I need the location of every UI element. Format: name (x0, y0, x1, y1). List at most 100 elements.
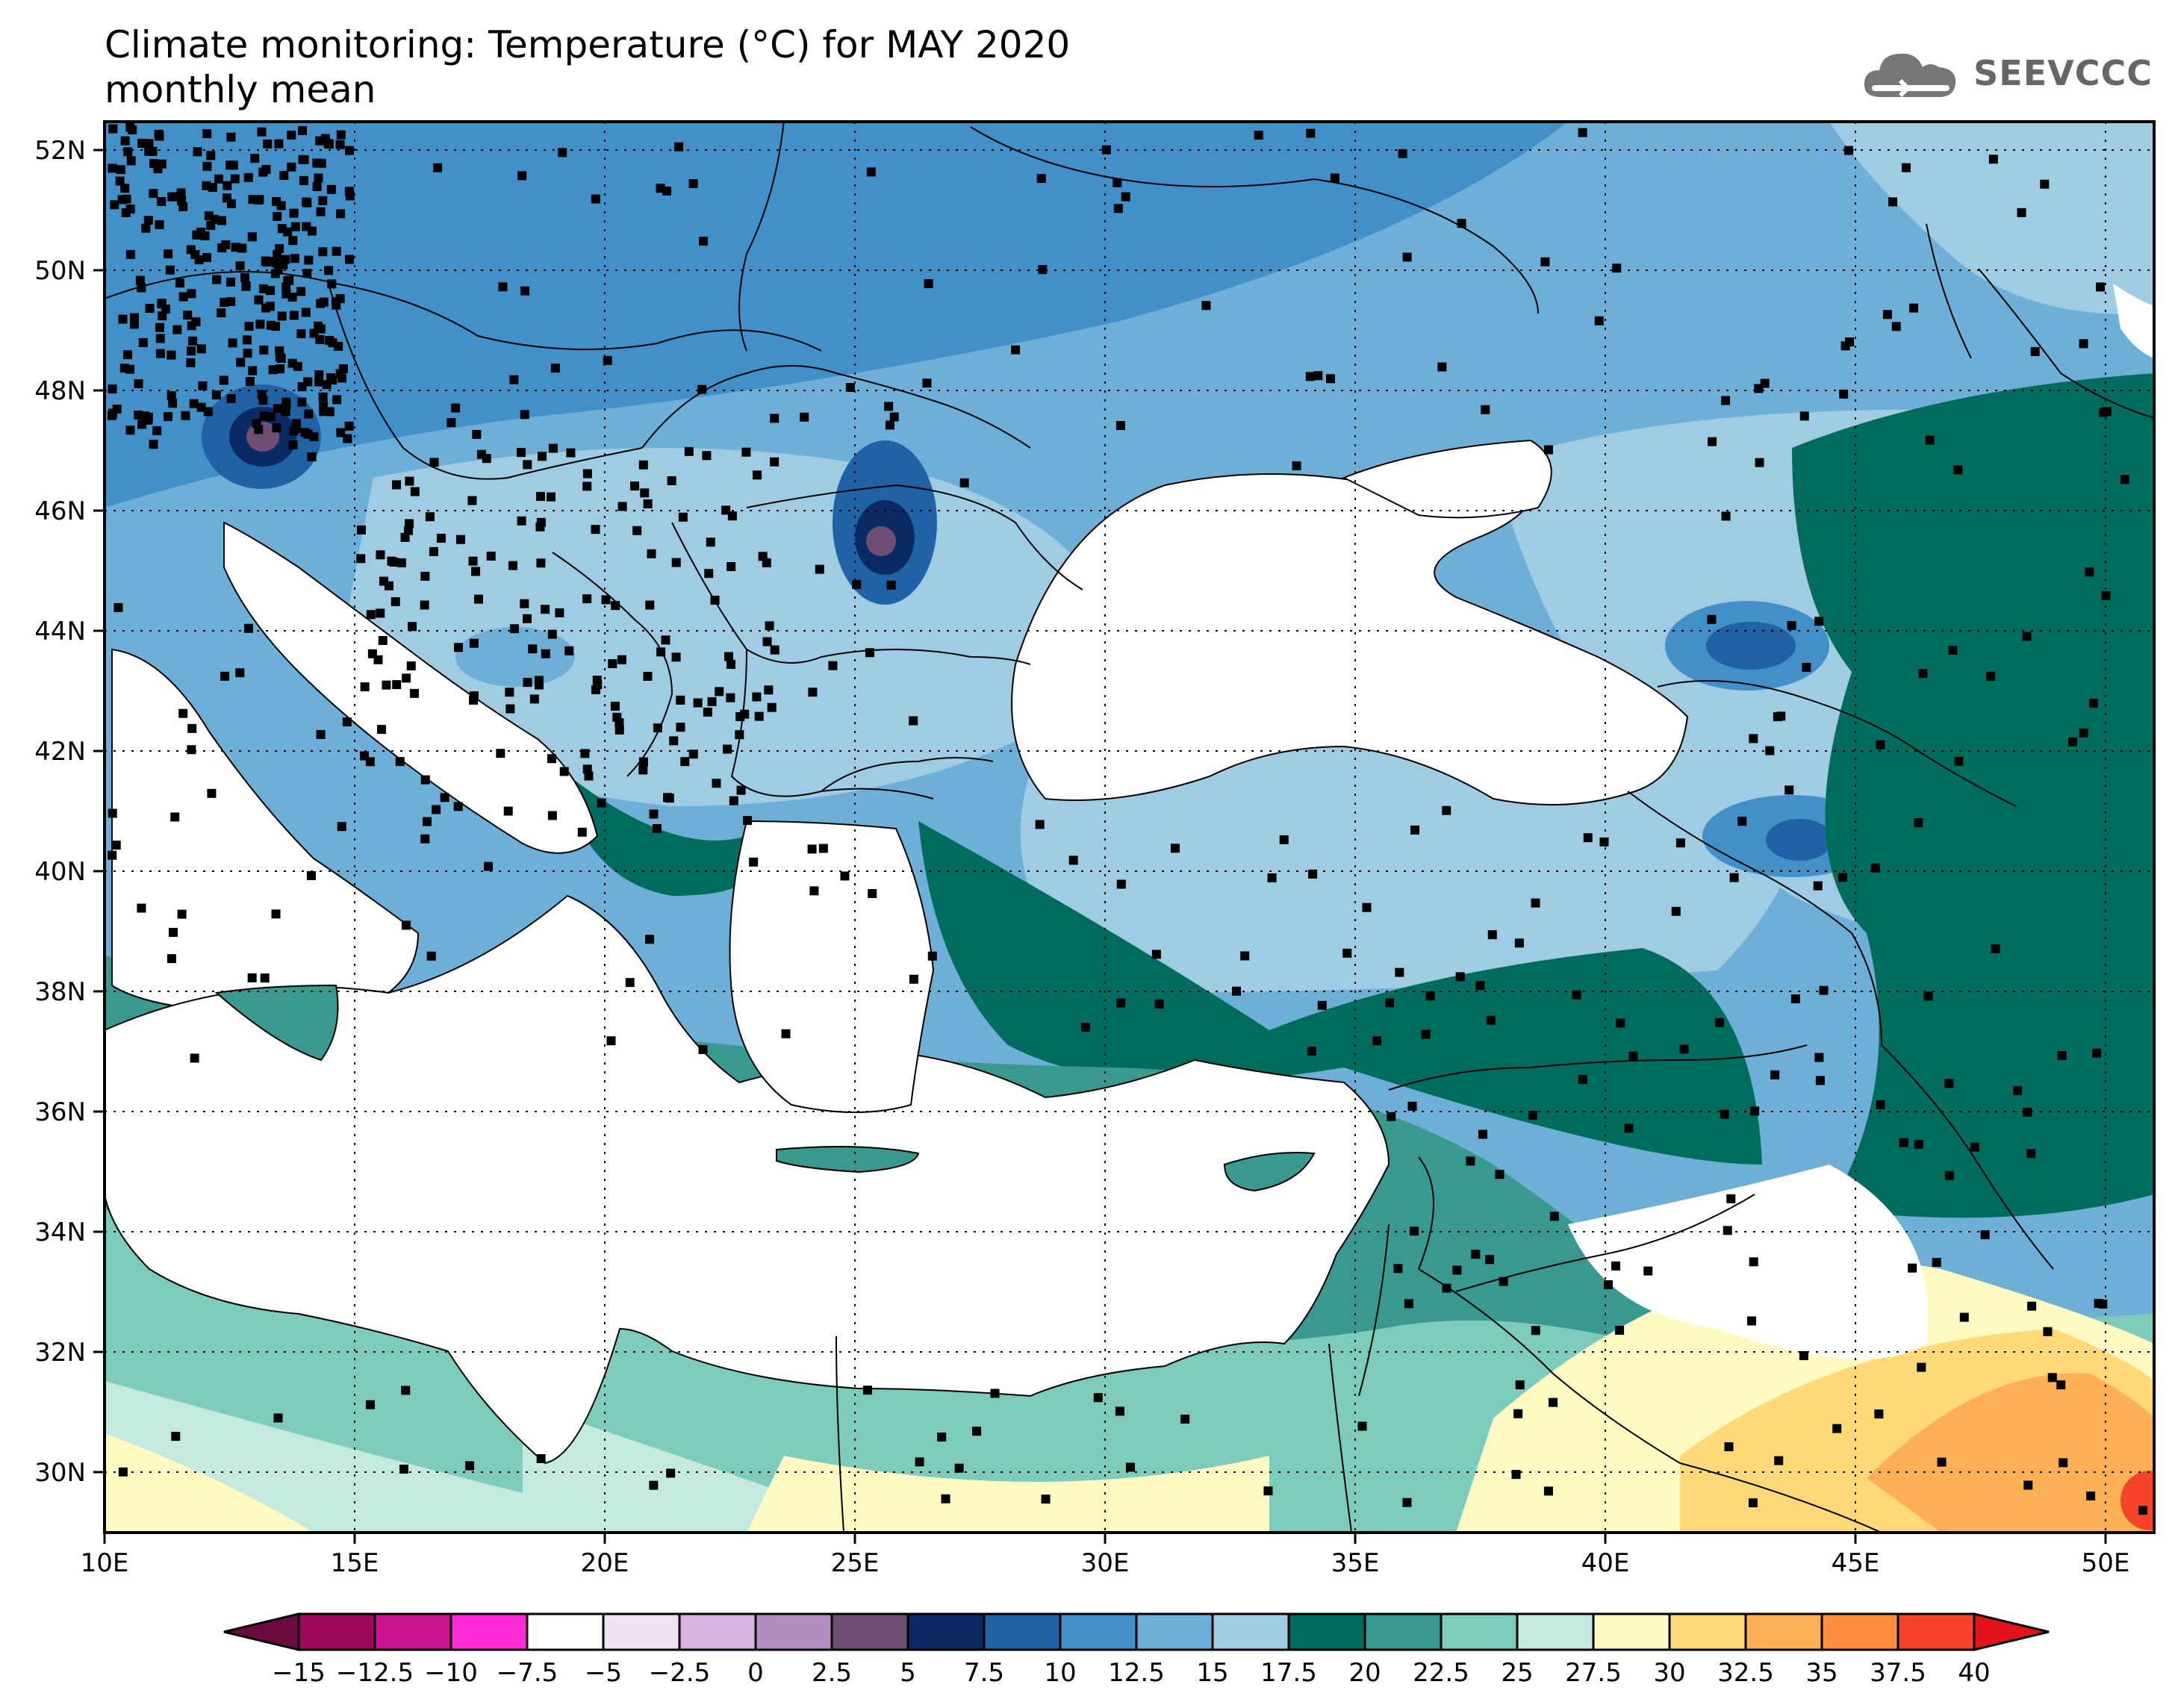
colorbar-label: 10 (1044, 1658, 1076, 1688)
colorbar-label: −12.5 (336, 1658, 414, 1688)
station-marker (125, 205, 135, 214)
station-marker (652, 823, 662, 833)
colorbar-label: 7.5 (964, 1658, 1004, 1688)
station-marker (123, 147, 133, 157)
station-marker (296, 329, 306, 339)
colorbar-label: −7.5 (497, 1658, 558, 1688)
station-marker (314, 370, 324, 380)
station-marker (382, 680, 391, 690)
station-marker (807, 844, 817, 854)
station-marker (736, 785, 746, 795)
station-marker (336, 130, 346, 140)
colorbar-label: 32.5 (1717, 1658, 1774, 1688)
station-marker (289, 426, 299, 436)
station-marker (399, 1465, 408, 1474)
station-marker (1531, 1326, 1540, 1335)
station-marker (1914, 1139, 1923, 1149)
station-marker (671, 652, 681, 662)
station-marker (740, 709, 750, 719)
x-axis-labels: 10E 15E 20E 25E 30E 35E 40E 45E 50E (81, 1548, 2130, 1578)
station-marker (273, 404, 282, 414)
station-marker (954, 1463, 964, 1473)
station-marker (707, 696, 717, 706)
station-marker (206, 221, 216, 231)
station-marker (1944, 1079, 1954, 1088)
station-marker (275, 243, 284, 253)
station-marker (2068, 737, 2078, 747)
station-marker (1737, 817, 1747, 826)
station-marker (593, 680, 603, 690)
station-marker (1944, 1171, 1954, 1180)
station-marker (509, 375, 519, 384)
station-marker (2089, 699, 2099, 708)
station-marker (410, 487, 420, 496)
station-marker (158, 311, 167, 321)
station-marker (520, 599, 529, 608)
station-marker (680, 757, 690, 767)
station-marker (405, 476, 414, 486)
station-marker (1707, 614, 1717, 624)
station-marker (409, 688, 419, 698)
station-marker (168, 927, 178, 937)
station-marker (724, 652, 734, 661)
station-marker (118, 1467, 128, 1477)
station-marker (1749, 734, 1758, 744)
station-marker (1549, 1212, 1559, 1221)
station-marker (186, 358, 196, 367)
y-tick-42n: 42N (34, 737, 86, 767)
y-tick-30n: 30N (34, 1458, 86, 1488)
station-marker (446, 418, 456, 428)
station-marker (564, 646, 574, 655)
station-marker (429, 458, 439, 467)
station-marker (112, 405, 122, 414)
station-marker (2102, 407, 2112, 417)
station-marker (299, 175, 308, 185)
station-marker (484, 861, 494, 871)
station-marker (235, 261, 245, 271)
station-marker (1876, 740, 1885, 749)
station-marker (128, 125, 137, 134)
station-marker (1154, 999, 1164, 1009)
station-marker (663, 793, 673, 802)
station-marker (2138, 1506, 2147, 1515)
station-marker (1917, 1362, 1926, 1372)
station-marker (432, 805, 441, 814)
station-marker (1870, 863, 1880, 873)
station-marker (1754, 384, 1764, 393)
station-marker (1721, 511, 1731, 521)
station-marker (1180, 1414, 1190, 1424)
station-marker (770, 414, 780, 423)
station-marker (396, 558, 406, 567)
station-marker (323, 139, 333, 149)
station-marker (314, 173, 323, 183)
station-marker (688, 178, 698, 188)
station-marker (767, 702, 777, 712)
station-marker (155, 219, 164, 229)
station-marker (187, 289, 196, 299)
station-marker (187, 321, 196, 331)
station-marker (909, 974, 918, 984)
station-marker (277, 224, 287, 234)
adriatic-sea (223, 521, 599, 854)
station-marker (402, 673, 411, 683)
station-marker (332, 300, 341, 310)
station-marker (606, 1036, 616, 1046)
station-marker (1402, 1497, 1412, 1507)
station-marker (1765, 746, 1775, 755)
station-marker (886, 580, 896, 590)
station-marker (303, 429, 313, 439)
station-marker (1932, 1258, 1941, 1268)
station-marker (535, 522, 545, 532)
station-marker (498, 282, 508, 292)
station-marker (1410, 1227, 1419, 1236)
station-marker (1254, 131, 1263, 140)
station-marker (1980, 1229, 1990, 1239)
station-marker (113, 602, 123, 612)
station-marker (316, 729, 326, 739)
station-marker (240, 272, 249, 282)
station-marker (612, 712, 622, 722)
station-marker (555, 608, 564, 617)
station-marker (356, 525, 366, 534)
station-marker (134, 379, 143, 389)
station-marker (868, 888, 877, 898)
